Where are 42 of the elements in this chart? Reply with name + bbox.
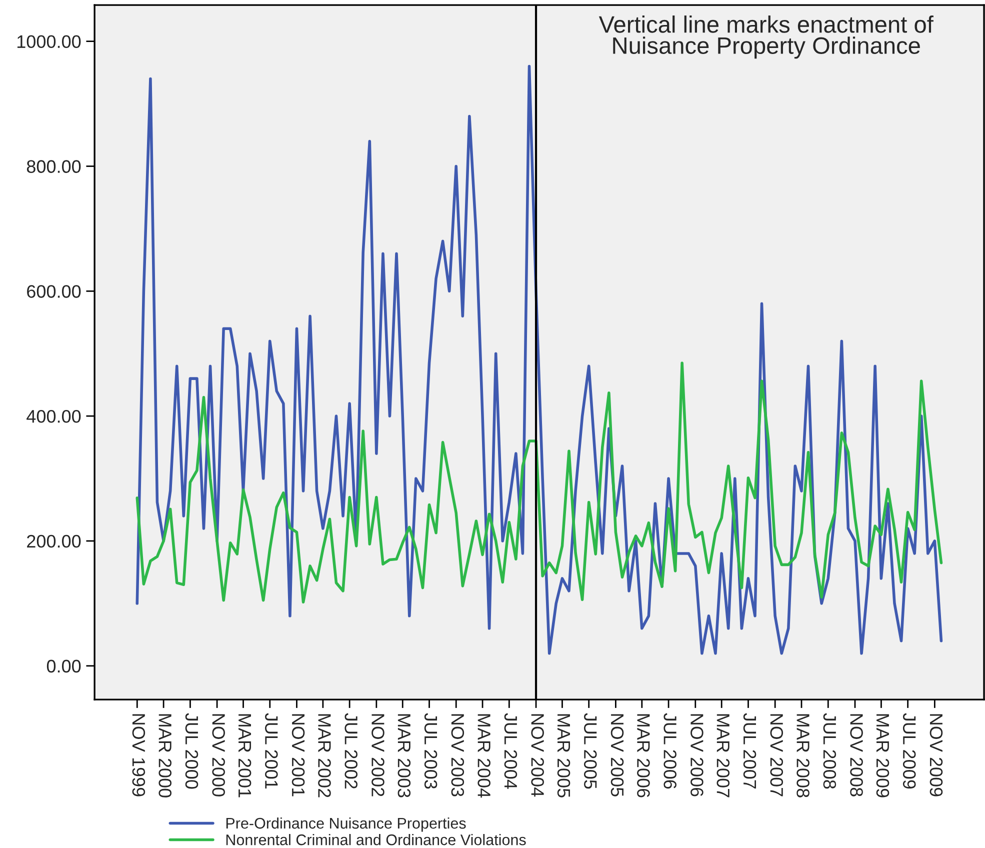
- x-tick-label: MAR 2006: [637, 714, 650, 798]
- x-tick-label: JUL 2006: [664, 713, 676, 789]
- x-tick-label: JUL 2005: [584, 713, 597, 789]
- legend-label: Nonrental Criminal and Ordinance Violations: [226, 834, 526, 846]
- x-tick-label: MAR 2008: [796, 714, 810, 798]
- x-tick-label: NOV 2008: [850, 714, 863, 796]
- y-tick-label: 200.00: [27, 534, 81, 548]
- x-tick-label: JUL 2002: [344, 713, 358, 788]
- x-tick-label: MAR 2004: [478, 714, 490, 798]
- x-tick-label: JUL 2008: [823, 713, 836, 789]
- x-tick-label: NOV 2006: [690, 714, 704, 796]
- legend-label: Pre-Ordinance Nuisance Properties: [226, 817, 466, 832]
- y-tick-label: 400.00: [26, 410, 81, 423]
- x-tick-label: JUL 2004: [504, 713, 518, 789]
- x-tick-label: MAR 2003: [398, 714, 411, 798]
- annotation: Vertical line marks enactment of Nuisance Property Ordinance: [598, 16, 934, 59]
- x-tick-label: NOV 2003: [451, 714, 464, 796]
- y-tick-label: 600.00: [27, 285, 81, 298]
- x-tick-label: MAR 2007: [716, 714, 730, 798]
- line-series: [136, 64, 943, 655]
- x-tick-label: JUL 2000: [185, 713, 198, 789]
- x-tick-label: JUL 2007: [743, 713, 756, 788]
- x-tick-label: NOV 2009: [930, 714, 943, 796]
- x-tick-label: MAR 2002: [318, 714, 331, 798]
- x-tick-label: JUL 2001: [265, 713, 278, 789]
- y-tick-label: 0.00: [46, 660, 81, 673]
- x-tick-label: JUL 2009: [902, 713, 916, 789]
- x-tick-label: NOV 2005: [610, 714, 624, 796]
- x-tick-label: MAR 2009: [876, 714, 890, 798]
- x-tick-label: NOV 2000: [212, 714, 225, 796]
- x-tick-label: MAR 2001: [238, 714, 252, 798]
- x-tick-label: NOV 2001: [292, 714, 305, 796]
- x-tick-label: MAR 2000: [158, 714, 172, 798]
- x-tick-label: JUL 2003: [424, 713, 438, 789]
- x-tick-label: NOV 2002: [372, 714, 384, 796]
- x-tick-label: NOV 1999: [132, 714, 146, 796]
- x-tick-label: NOV 2004: [531, 714, 544, 797]
- x-tick-label: MAR 2005: [557, 714, 570, 798]
- y-tick-label: 1000.00: [17, 35, 81, 48]
- x-tick-label: NOV 2007: [770, 714, 784, 796]
- line-series: [136, 362, 943, 604]
- y-tick-label: 800.00: [26, 160, 81, 173]
